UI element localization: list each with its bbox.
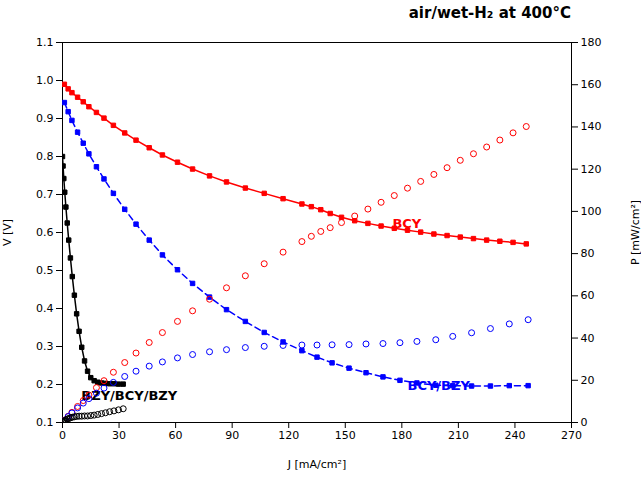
svg-text:V [V]: V [V] — [1, 219, 14, 246]
svg-text:0.6: 0.6 — [36, 226, 54, 239]
svg-text:1.1: 1.1 — [36, 36, 54, 49]
svg-text:0.9: 0.9 — [36, 112, 54, 125]
svg-text:60: 60 — [581, 289, 595, 302]
svg-text:0.1: 0.1 — [36, 416, 54, 429]
svg-text:160: 160 — [581, 78, 602, 91]
svg-text:0.4: 0.4 — [36, 302, 54, 315]
svg-text:80: 80 — [581, 247, 595, 260]
svg-text:100: 100 — [581, 205, 602, 218]
svg-text:P [mW/cm²]: P [mW/cm²] — [629, 200, 641, 265]
html-text:air/wet-H₂ at 400°C: air/wet-H₂ at 400°C — [408, 4, 571, 22]
svg-text:0.8: 0.8 — [36, 150, 54, 163]
svg-text:210: 210 — [448, 429, 469, 442]
svg-text:0.7: 0.7 — [36, 188, 54, 201]
svg-text:30: 30 — [112, 429, 126, 442]
svg-text:1.0: 1.0 — [36, 74, 54, 87]
svg-text:20: 20 — [581, 374, 595, 387]
svg-text:150: 150 — [335, 429, 356, 442]
svg-text:60: 60 — [169, 429, 183, 442]
svg-text:BCY: BCY — [392, 216, 421, 231]
svg-text:40: 40 — [581, 332, 595, 345]
svg-text:0.5: 0.5 — [36, 264, 54, 277]
svg-text:J [mA/cm²]: J [mA/cm²] — [287, 458, 346, 471]
svg-text:BCY/BZY: BCY/BZY — [407, 378, 470, 393]
svg-text:270: 270 — [561, 429, 582, 442]
svg-text:0.3: 0.3 — [36, 340, 54, 353]
svg-text:BZY/BCY/BZY: BZY/BCY/BZY — [81, 388, 177, 403]
svg-text:120: 120 — [581, 163, 602, 176]
svg-text:0.2: 0.2 — [36, 378, 54, 391]
svg-text:140: 140 — [581, 120, 602, 133]
svg-text:180: 180 — [581, 36, 602, 49]
svg-text:90: 90 — [225, 429, 239, 442]
svg-text:240: 240 — [504, 429, 525, 442]
svg-text:0: 0 — [59, 429, 66, 442]
svg-text:120: 120 — [278, 429, 299, 442]
svg-text:180: 180 — [391, 429, 412, 442]
svg-text:0: 0 — [581, 416, 588, 429]
